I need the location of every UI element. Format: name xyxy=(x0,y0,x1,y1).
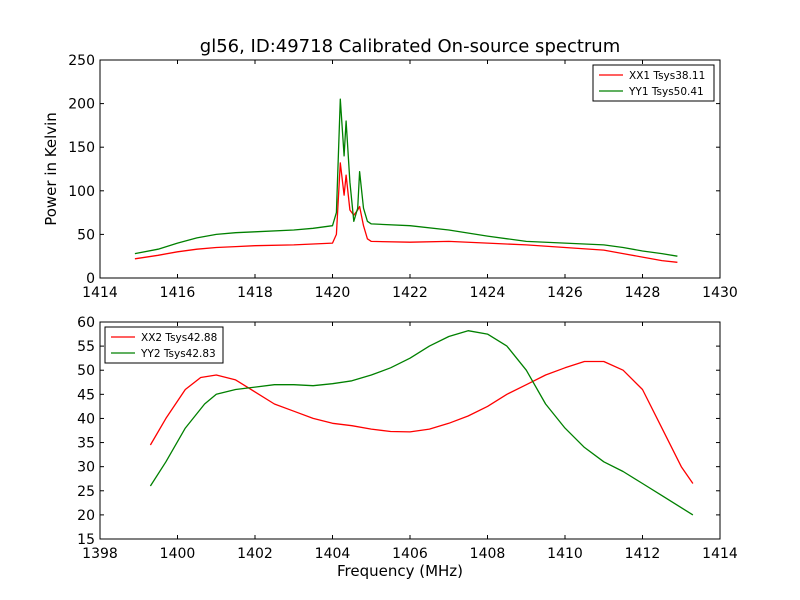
y-tick-label: 30 xyxy=(77,460,95,476)
y-axis-label: Power in Kelvin xyxy=(42,112,60,226)
x-tick-label: 1400 xyxy=(160,546,196,562)
y-tick-label: 15 xyxy=(77,532,95,548)
x-tick-label: 1406 xyxy=(392,546,428,562)
y-tick-label: 50 xyxy=(77,227,95,243)
x-tick-label: 1410 xyxy=(547,546,583,562)
x-tick-label: 1402 xyxy=(237,546,273,562)
x-tick-label: 1414 xyxy=(82,285,118,301)
x-tick-label: 1412 xyxy=(625,546,661,562)
bottom-panel-xx2-yy2: 1398 1400 1402 1404 1406 1408 1410 1412 1414 15 20… xyxy=(77,315,738,580)
y-tick-label: 100 xyxy=(68,184,95,200)
y-tick-label: 250 xyxy=(68,53,95,69)
y-tick-label: 45 xyxy=(77,387,95,403)
y-tick-label: 55 xyxy=(77,339,95,355)
legend-label: YY2 Tsys42.83 xyxy=(140,348,216,360)
y-tick-label: 150 xyxy=(68,140,95,156)
series-line-yy2 xyxy=(149,330,694,516)
y-tick-label: 35 xyxy=(77,436,95,452)
x-tick-label: 1404 xyxy=(315,546,351,562)
x-tick-label: 1420 xyxy=(315,285,351,301)
x-tick-label: 1398 xyxy=(82,546,118,562)
y-tick-label: 60 xyxy=(77,315,95,331)
y-tick-label: 50 xyxy=(77,363,95,379)
legend-label: XX1 Tsys38.11 xyxy=(629,70,705,82)
x-tick-label: 1424 xyxy=(470,285,506,301)
x-tick-label: 1422 xyxy=(392,285,428,301)
x-tick-label: 1408 xyxy=(470,546,506,562)
figure-title: gl56, ID:49718 Calibrated On-source spec… xyxy=(200,36,620,57)
legend-box xyxy=(592,64,715,102)
x-axis-label: Frequency (MHz) xyxy=(337,562,463,580)
legend-box xyxy=(104,326,224,364)
legend-label: XX2 Tsys42.88 xyxy=(141,332,217,344)
x-tick-label: 1416 xyxy=(160,285,196,301)
x-tick-label: 1418 xyxy=(237,285,273,301)
top-panel-xx1-yy1: 1414 1416 1418 1420 1422 1424 1426 1428 1430 0 50 1… xyxy=(42,53,738,301)
y-tick-label: 20 xyxy=(77,508,95,524)
series-line-xx2 xyxy=(149,360,694,484)
x-tick-label: 1426 xyxy=(547,285,583,301)
y-tick-label: 25 xyxy=(77,484,95,500)
y-tick-label: 0 xyxy=(86,271,95,287)
y-tick-label: 200 xyxy=(68,97,95,113)
x-tick-label: 1428 xyxy=(625,285,661,301)
series-line-yy1 xyxy=(134,98,678,257)
x-tick-label: 1430 xyxy=(702,285,738,301)
y-tick-label: 40 xyxy=(77,411,95,427)
legend-label: YY1 Tsys50.41 xyxy=(628,86,704,98)
x-tick-label: 1414 xyxy=(702,546,738,562)
